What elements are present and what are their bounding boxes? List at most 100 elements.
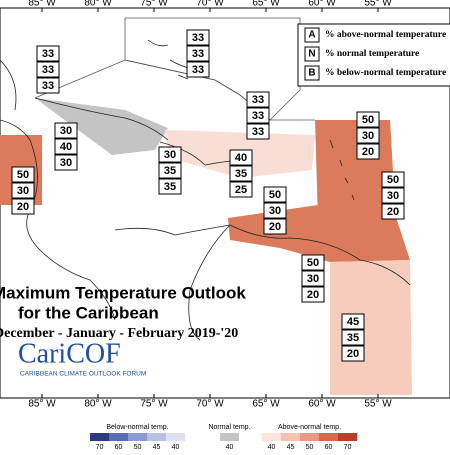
probability-box: [36, 45, 60, 62]
longitude-label: 60° W: [308, 399, 336, 410]
probability-box: [229, 149, 253, 166]
probability-value: 20: [17, 201, 29, 213]
colorbar-label: 40: [172, 444, 180, 450]
probability-box: [11, 166, 35, 183]
probability-value: 33: [42, 80, 54, 92]
longitude-label: 80° W: [84, 399, 112, 410]
probability-value: 33: [42, 64, 54, 76]
colorbar-label: 45: [153, 444, 161, 450]
probability-box: [36, 61, 60, 78]
probability-value: 35: [347, 332, 359, 344]
key-text: % below-normal temperature: [325, 68, 446, 78]
probability-value: 50: [387, 174, 399, 186]
probability-box: [341, 345, 365, 362]
colorbar-label: 50: [134, 444, 142, 450]
colorbar-label: 40: [268, 444, 276, 450]
probability-box: [356, 143, 380, 160]
probability-box: [54, 138, 78, 155]
colorbar-swatch: [166, 433, 185, 441]
probability-value: 33: [252, 94, 264, 106]
probability-box: [301, 270, 325, 287]
probability-value: 35: [164, 165, 176, 177]
key-letter: N: [308, 49, 315, 60]
probability-box: [246, 107, 270, 124]
probability-box: [246, 123, 270, 140]
longitude-label: 75° W: [140, 0, 168, 9]
probability-box: [158, 146, 182, 163]
colorbar-title: Above-normal temp.: [278, 424, 341, 431]
region-boundary: [34, 59, 315, 121]
probability-value: 30: [269, 205, 281, 217]
key-letter-box: [304, 27, 320, 43]
probability-box: [36, 77, 60, 94]
longitude-label: 80° W: [84, 0, 112, 9]
probability-value: 35: [235, 168, 247, 180]
probability-box: [263, 186, 287, 203]
probability-box: [229, 165, 253, 182]
key-letter: B: [308, 68, 315, 79]
title: Maximum Temperature Outlook: [0, 283, 246, 302]
probability-value: 20: [269, 221, 281, 233]
colorbar-swatch: [90, 433, 109, 441]
probability-box: [186, 61, 210, 78]
logo: CariCOF: [18, 338, 121, 369]
key-letter-box: [304, 65, 320, 81]
colorbar-swatch: [262, 433, 281, 441]
probability-value: 50: [17, 169, 29, 181]
region-fill: [35, 98, 168, 155]
probability-value: 20: [387, 206, 399, 218]
colorbar-swatch: [300, 433, 319, 441]
probability-value: 30: [17, 185, 29, 197]
colorbar-label: 60: [325, 444, 333, 450]
key-letter-box: [304, 46, 320, 62]
probability-value: 45: [347, 316, 359, 328]
key-text: % above-normal temperature: [325, 30, 446, 40]
longitude-label: 55° W: [364, 0, 392, 9]
probability-value: 30: [164, 149, 176, 161]
probability-value: 33: [42, 48, 54, 60]
colorbar-swatch: [220, 433, 239, 441]
probability-value: 25: [235, 184, 247, 196]
probability-box: [381, 187, 405, 204]
longitude-label: 60° W: [308, 0, 336, 9]
probability-box: [341, 329, 365, 346]
probability-box: [54, 122, 78, 139]
subtitle: December - January - February 2019-'20: [0, 326, 238, 341]
probability-value: 33: [192, 48, 204, 60]
colorbar-label: 50: [306, 444, 314, 450]
probability-box: [356, 111, 380, 128]
probability-value: 30: [387, 190, 399, 202]
probability-box: [186, 45, 210, 62]
colorbar-title: Below-normal temp.: [106, 424, 168, 431]
probability-box: [263, 218, 287, 235]
probability-value: 35: [164, 181, 176, 193]
colorbar-swatch: [281, 433, 300, 441]
probability-box: [381, 203, 405, 220]
colorbar-label: 45: [287, 444, 295, 450]
longitude-label: 75° W: [140, 399, 168, 410]
probability-box: [158, 162, 182, 179]
probability-value: 50: [269, 189, 281, 201]
coastline: [147, 39, 355, 201]
probability-value: 33: [252, 126, 264, 138]
probability-value: 50: [307, 257, 319, 269]
key-letter: A: [308, 30, 315, 41]
colorbar-label: 60: [115, 444, 123, 450]
probability-value: 30: [362, 130, 374, 142]
probability-value: 40: [235, 152, 247, 164]
probability-box: [341, 313, 365, 330]
colorbar-swatch: [147, 433, 166, 441]
key-text: % normal temperature: [325, 49, 419, 59]
colorbar-swatch: [319, 433, 338, 441]
colorbar-swatch: [128, 433, 147, 441]
probability-box: [301, 286, 325, 303]
key-box: [297, 23, 450, 87]
probability-box: [11, 182, 35, 199]
probability-value: 40: [60, 141, 72, 153]
probability-value: 50: [362, 114, 374, 126]
coastline: [0, 59, 411, 341]
probability-value: 33: [192, 64, 204, 76]
colorbar-swatch: [109, 433, 128, 441]
probability-box: [301, 254, 325, 271]
